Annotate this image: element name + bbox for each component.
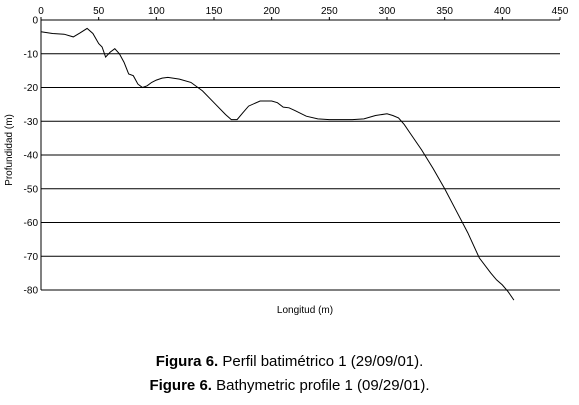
x-tick-label: 200	[263, 6, 280, 17]
x-tick-label: 100	[148, 6, 165, 17]
caption-english-text: Bathymetric profile 1 (09/29/01).	[211, 377, 430, 394]
x-tick-label: 50	[93, 6, 105, 17]
caption-spanish-label: Figura 6.	[155, 353, 219, 370]
x-tick-label: 0	[38, 6, 44, 17]
y-tick-label: -50	[24, 184, 39, 195]
caption-spanish: Figura 6. Perfil batimétrico 1 (29/09/01…	[0, 353, 579, 370]
x-tick-label: 250	[321, 6, 338, 17]
y-tick-labels: 0 -10 -20 -30 -40 -50 -60 -70 -80	[24, 16, 39, 297]
caption-spanish-text: Perfil batimétrico 1 (29/09/01).	[218, 353, 424, 370]
chart-axes	[40, 17, 561, 290]
y-tick-label: -80	[24, 286, 39, 297]
y-axis-label: Profundidad (m)	[4, 114, 15, 186]
x-tick-label: 400	[494, 6, 511, 17]
x-tick-labels: 0 50 100 150 200 250 300 350 400 450	[38, 6, 569, 17]
x-tick-label: 150	[206, 6, 223, 17]
x-axis-label: Longitud (m)	[277, 305, 333, 316]
y-tick-label: -20	[24, 83, 39, 94]
y-tick-label: -10	[24, 49, 39, 60]
x-tick-label: 450	[552, 6, 569, 17]
series-line	[40, 27, 515, 301]
y-tick-label: -30	[24, 117, 39, 128]
caption-english: Figure 6. Bathymetric profile 1 (09/29/0…	[0, 377, 579, 394]
y-tick-label: -40	[24, 151, 39, 162]
caption-english-label: Figure 6.	[149, 377, 212, 394]
x-tick-label: 300	[379, 6, 396, 17]
y-tick-label: 0	[32, 16, 38, 27]
x-tick-label: 350	[436, 6, 453, 17]
y-tick-label: -60	[24, 218, 39, 229]
grid-lines	[41, 19, 560, 291]
y-tick-label: -70	[24, 252, 39, 263]
